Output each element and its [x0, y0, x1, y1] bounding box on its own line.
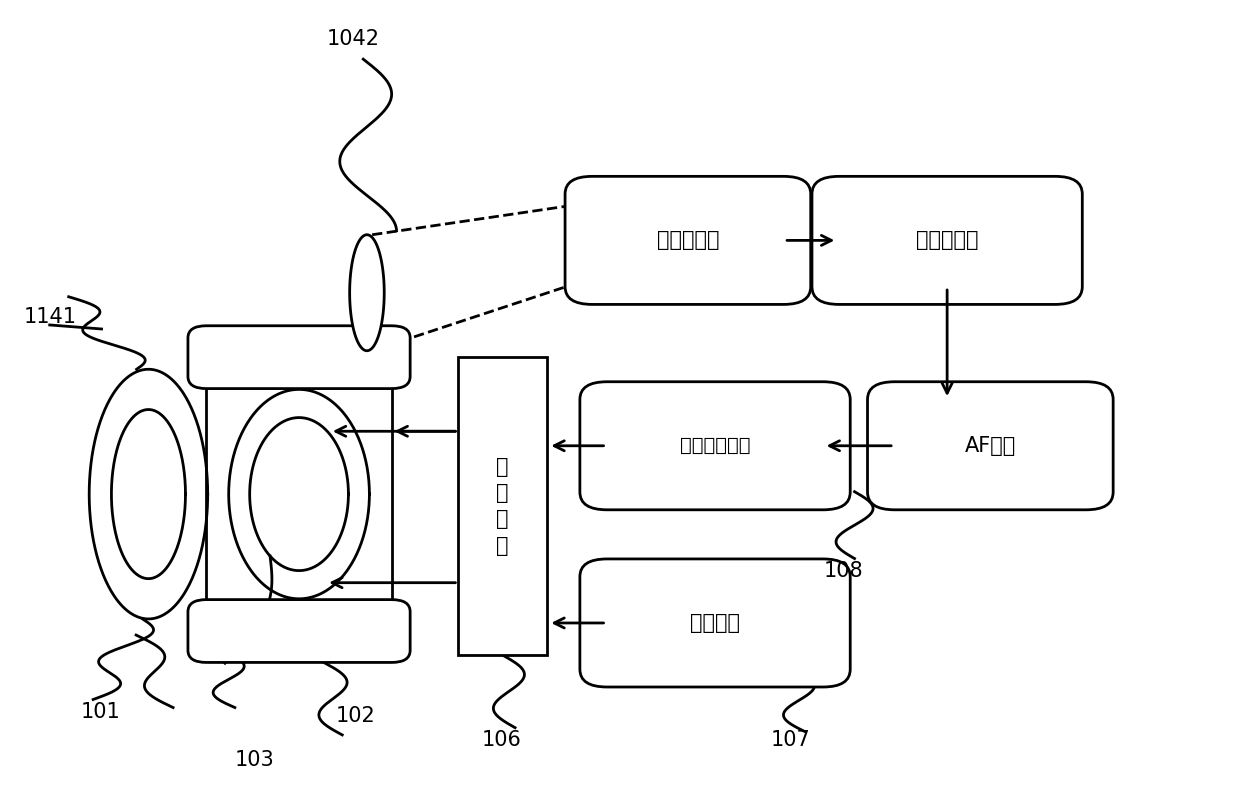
Text: 101: 101	[81, 702, 120, 722]
Bar	[207, 357, 392, 631]
Text: 切
换
开
关: 切 换 开 关	[496, 457, 508, 556]
Text: 108: 108	[823, 560, 863, 581]
FancyBboxPatch shape	[868, 382, 1114, 510]
Text: 马达驱动电路: 马达驱动电路	[680, 436, 750, 455]
FancyBboxPatch shape	[565, 176, 811, 304]
Text: 103: 103	[234, 750, 274, 770]
Text: 106: 106	[482, 730, 522, 749]
Text: 图像处理器: 图像处理器	[916, 230, 978, 251]
Bar	[459, 357, 547, 655]
Polygon shape	[350, 234, 384, 350]
Text: 音频电路: 音频电路	[689, 613, 740, 633]
Text: 1042: 1042	[326, 29, 379, 49]
Text: AF算法: AF算法	[965, 436, 1016, 456]
Text: 102: 102	[336, 706, 376, 726]
Polygon shape	[112, 410, 186, 579]
Text: 图像传感器: 图像传感器	[657, 230, 719, 251]
FancyBboxPatch shape	[580, 559, 851, 687]
Text: 1141: 1141	[24, 307, 77, 327]
FancyBboxPatch shape	[812, 176, 1083, 304]
Text: 107: 107	[770, 730, 811, 749]
FancyBboxPatch shape	[580, 382, 851, 510]
FancyBboxPatch shape	[188, 326, 410, 388]
FancyBboxPatch shape	[188, 599, 410, 663]
